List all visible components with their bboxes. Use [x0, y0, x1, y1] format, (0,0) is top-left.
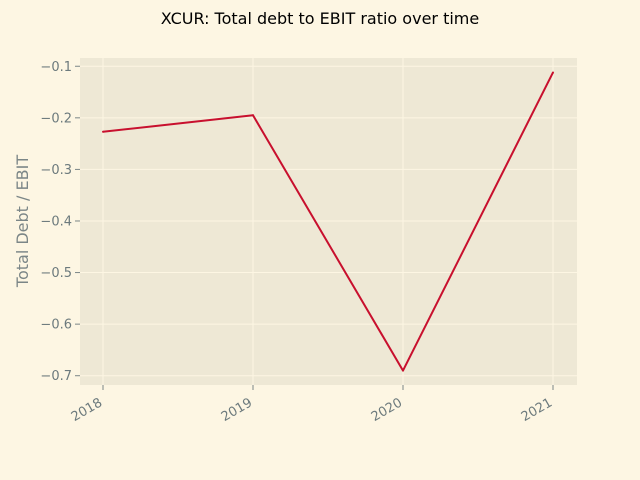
y-tick-label: −0.4 — [40, 214, 72, 229]
y-axis: −0.1 −0.2 −0.3 −0.4 −0.5 −0.6 −0.7 — [40, 60, 80, 384]
y-tick-label: −0.1 — [40, 60, 72, 75]
data-point — [402, 369, 404, 372]
series-group — [102, 71, 554, 372]
series-line — [102, 71, 554, 372]
y-tick-label: −0.3 — [40, 163, 72, 178]
y-tick-label: −0.6 — [40, 318, 72, 333]
plot-area — [80, 58, 577, 385]
grid — [80, 58, 577, 385]
y-tick-label: −0.2 — [40, 111, 72, 126]
chart-title: XCUR: Total debt to EBIT ratio over time — [161, 9, 479, 28]
data-point — [552, 71, 554, 74]
y-tick-label: −0.5 — [40, 266, 72, 281]
data-point — [102, 130, 104, 133]
y-axis-label: Total Debt / EBIT — [13, 155, 32, 288]
y-tick-label: −0.7 — [40, 369, 72, 384]
data-point — [252, 114, 254, 117]
